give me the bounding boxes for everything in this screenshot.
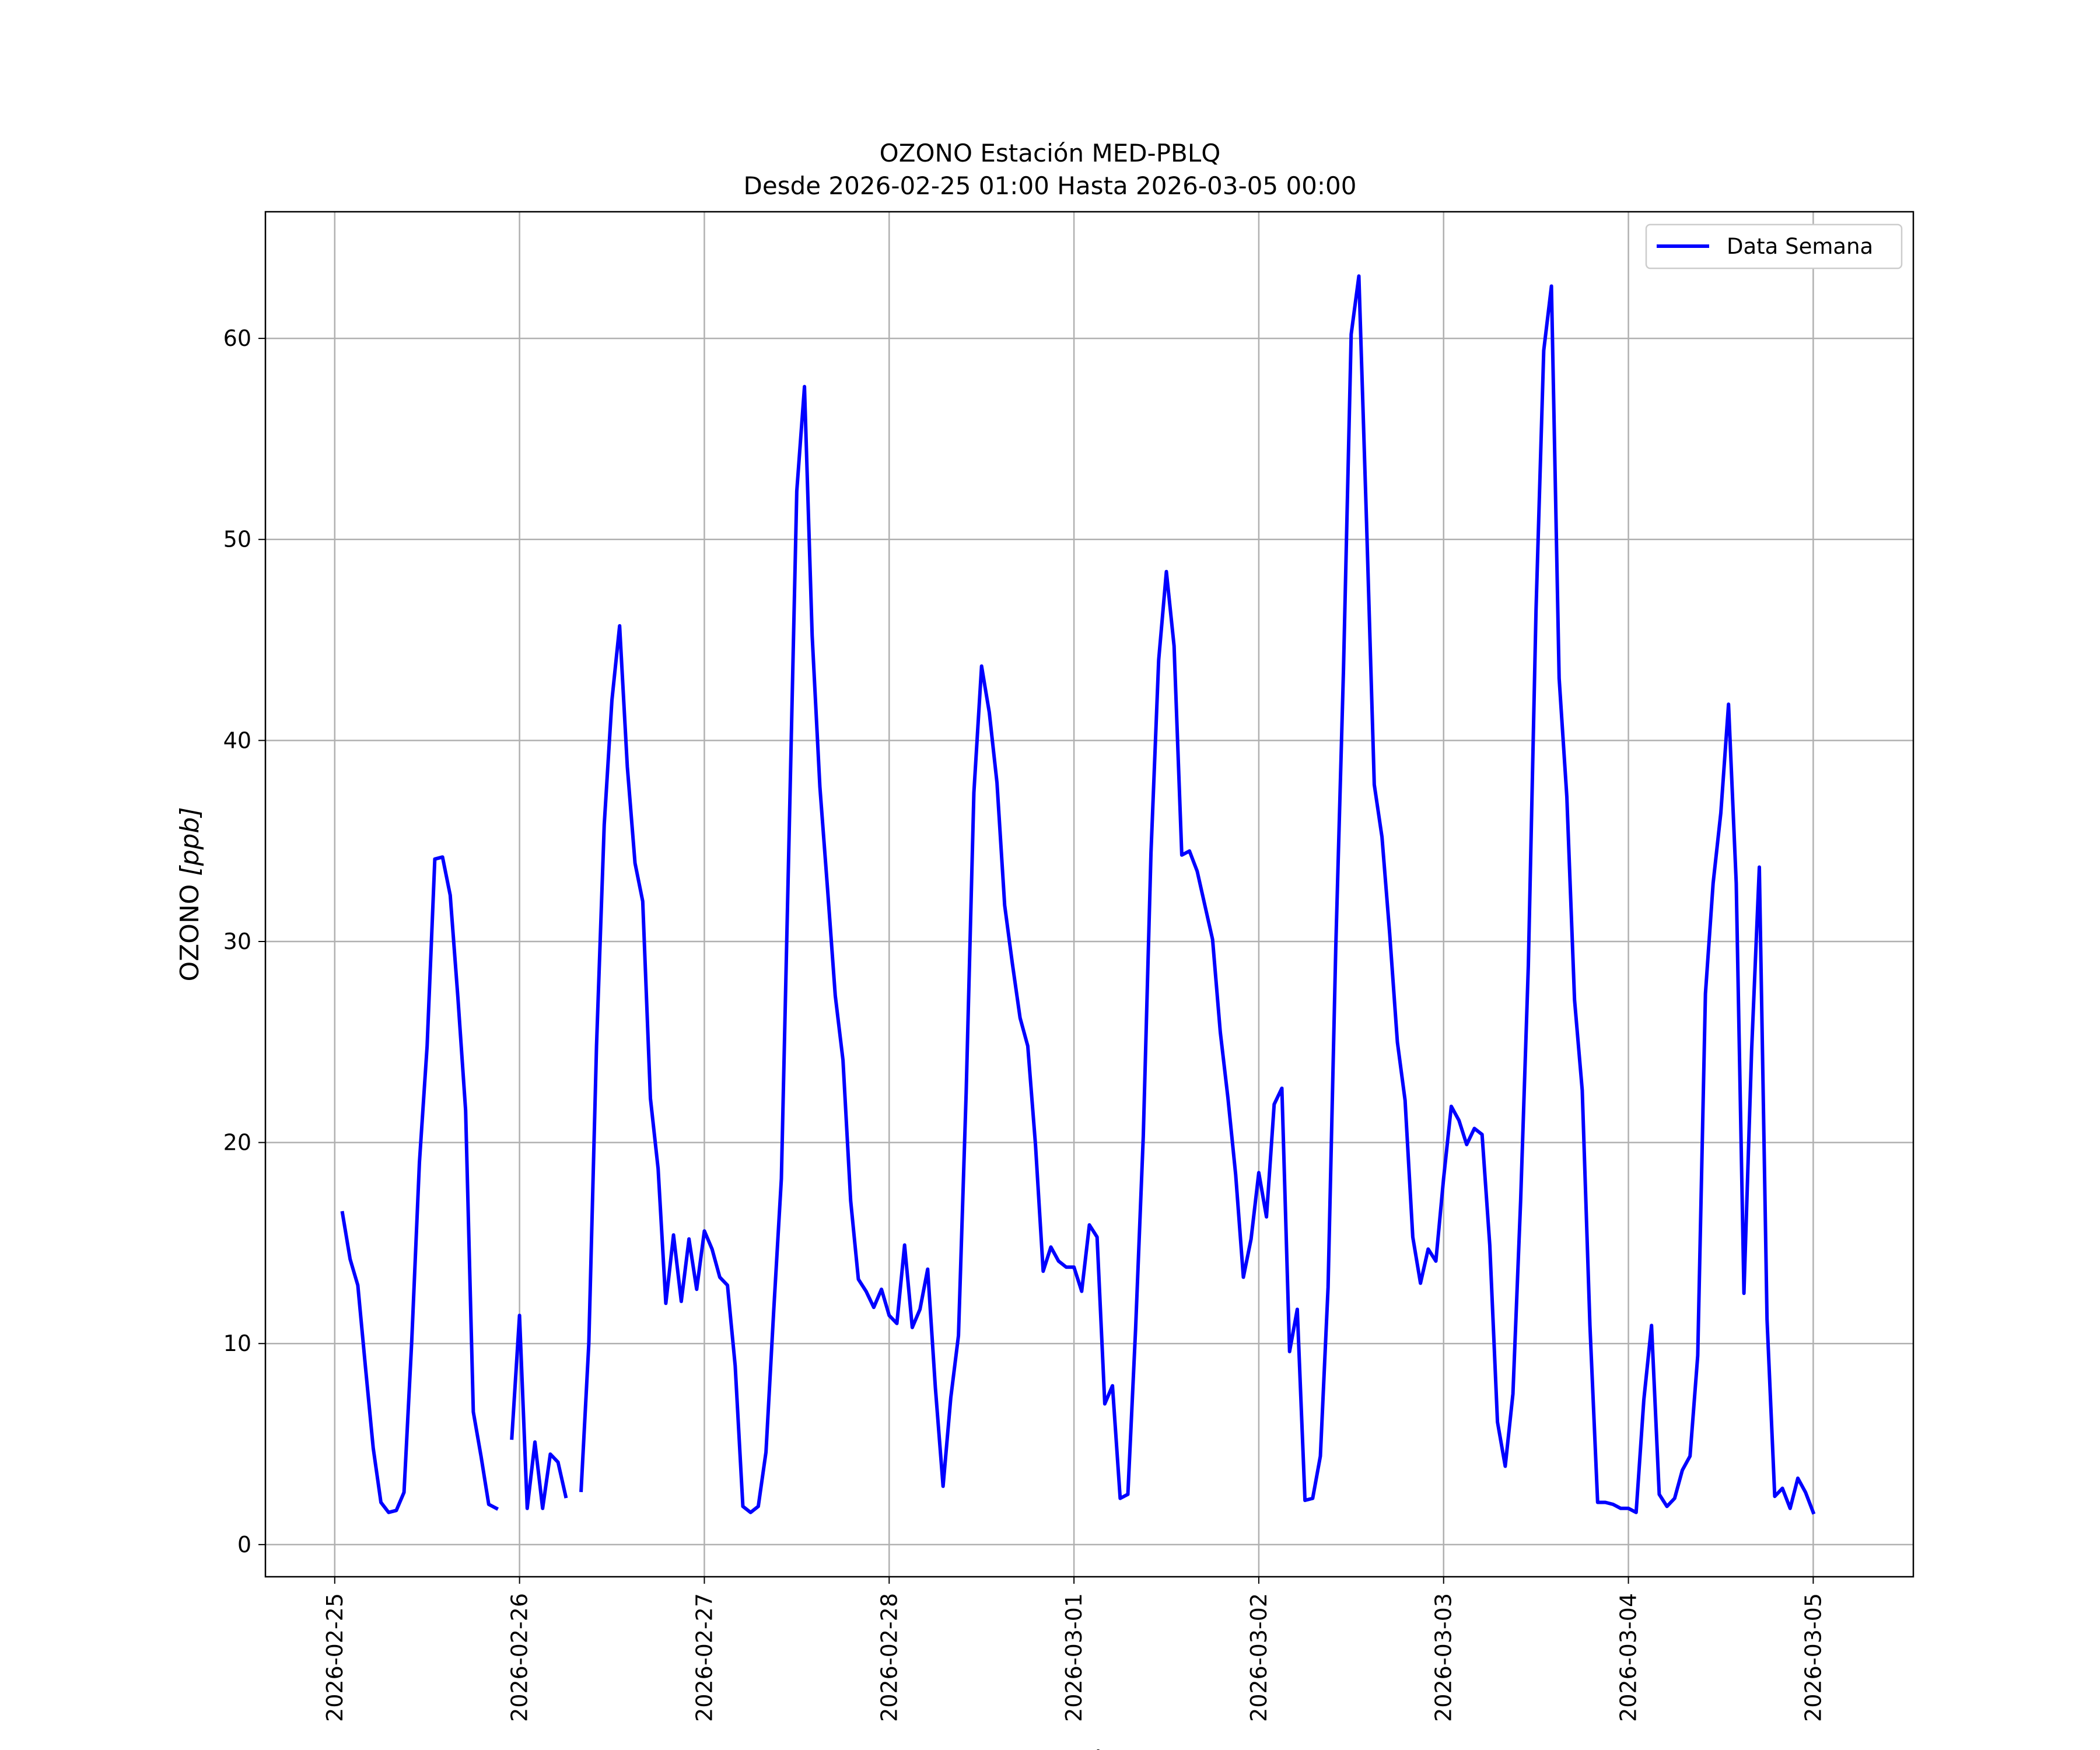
y-tick-label: 50 [223,527,251,552]
series-group [340,274,1816,1515]
y-axis-unit: [ppb] [175,807,205,876]
chart-title: OZONO Estación MED-PBLQ [879,139,1221,167]
plot-frame [264,211,1915,1578]
x-tick-label: 2026-03-05 [1800,1593,1826,1722]
x-tick-label: 2026-02-25 [322,1593,348,1722]
series-line-segment [340,855,499,1514]
x-tick-label: 2026-03-02 [1246,1593,1272,1722]
y-axis-title-text: OZONO [175,876,205,982]
chart-subtitle: Desde 2026-02-25 01:00 Hasta 2026-03-05 … [743,172,1357,200]
legend-box [1645,223,1903,270]
y-tick-label: 20 [223,1130,251,1156]
x-tick-label: 2026-02-26 [507,1593,533,1722]
x-tick-label: 2026-02-27 [691,1593,717,1722]
x-tick-label: 2026-03-04 [1616,1593,1642,1722]
y-tick-label: 40 [223,727,251,753]
x-tick-label: 2026-02-28 [876,1593,902,1722]
grid-lines [265,212,1913,1577]
y-tick-label: 30 [223,929,251,954]
x-tick-label: 2026-03-03 [1431,1593,1457,1722]
tick-labels: 0 10 20 30 40 50 60 2026-02-25 2026-02-26 2026-02… [223,326,1826,1722]
x-axis-title: Fecha [1051,1745,1126,1750]
axis-ticks [258,338,1814,1584]
series-line-segment [510,1314,568,1510]
y-tick-label: 0 [237,1532,251,1558]
legend: Data Semana [1645,223,1903,270]
y-tick-label: 10 [223,1331,251,1356]
y-axis-title: OZONO [ppb] [175,807,205,981]
legend-label: Data Semana [1727,234,1873,259]
series-line-segment [579,274,1816,1515]
y-tick-label: 60 [223,326,251,351]
x-tick-label: 2026-03-01 [1061,1593,1087,1722]
